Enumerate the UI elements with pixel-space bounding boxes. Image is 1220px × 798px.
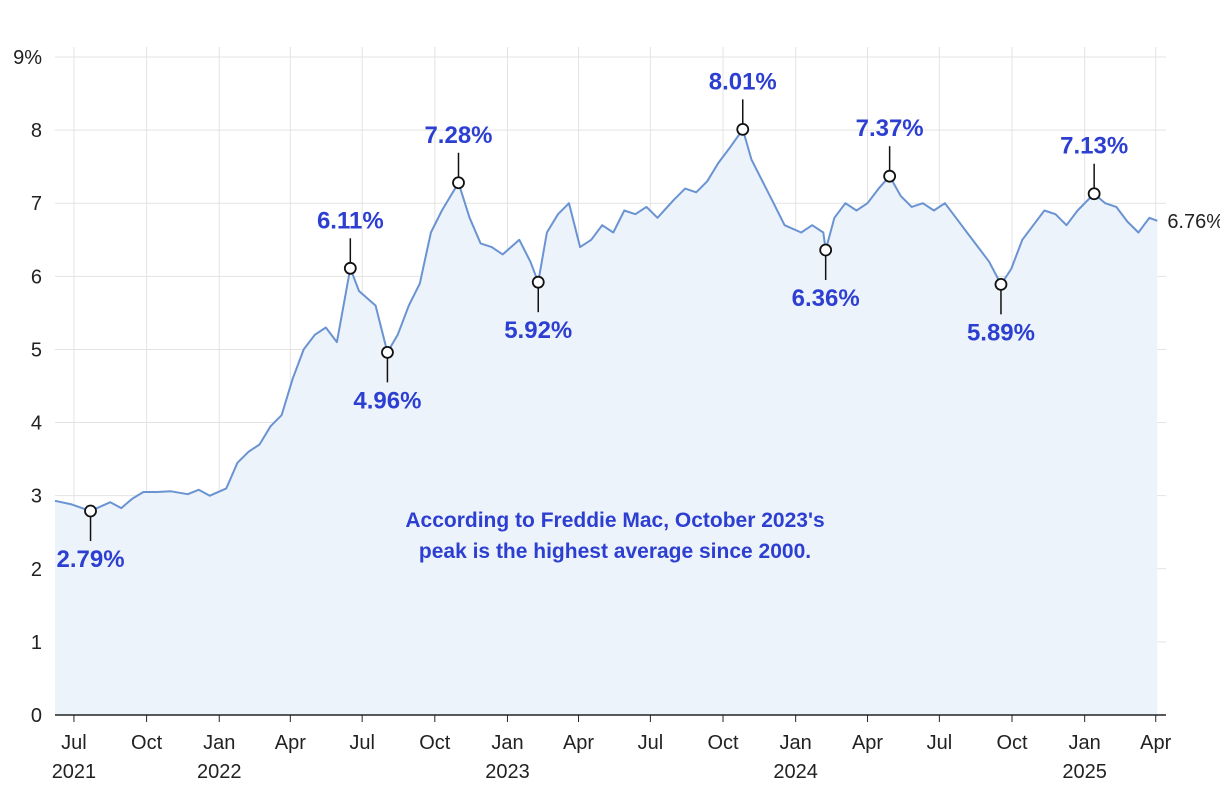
annotation-marker bbox=[452, 176, 465, 190]
rate-area-fill bbox=[55, 129, 1158, 715]
y-tick-label: 4 bbox=[31, 413, 42, 435]
annotation-marker bbox=[531, 275, 545, 289]
y-axis-ticks: 0 1 2 3 4 5 6 7 8 9% bbox=[13, 47, 42, 727]
x-tick-label: Jan bbox=[491, 732, 523, 754]
x-tick-label: Oct bbox=[419, 732, 451, 754]
x-tick-year: 2024 bbox=[773, 761, 818, 783]
x-tick-label: Jul bbox=[61, 732, 87, 754]
x-tick-label: Oct bbox=[707, 732, 739, 754]
y-tick-label: 7 bbox=[31, 193, 42, 215]
annotation-label: 4.96% bbox=[353, 387, 421, 414]
x-tick-year: 2023 bbox=[485, 761, 530, 783]
x-tick-label: Apr bbox=[563, 732, 594, 754]
annotation-marker bbox=[84, 504, 97, 518]
x-tick-label: Apr bbox=[1140, 732, 1171, 754]
annotation-marker bbox=[736, 122, 750, 136]
x-tick-label: Jul bbox=[927, 732, 953, 754]
annotation-label: 6.11% bbox=[317, 207, 384, 234]
rate-line bbox=[54, 128, 1158, 512]
last-value-label: 6.76% bbox=[1167, 211, 1220, 233]
y-tick-label: 6 bbox=[31, 266, 42, 288]
x-tick-label: Jul bbox=[349, 732, 375, 754]
x-tick-year: 2022 bbox=[197, 761, 242, 783]
annotation-label: 7.13% bbox=[1060, 133, 1128, 160]
x-tick-year: 2025 bbox=[1062, 761, 1107, 783]
annotation-label: 7.37% bbox=[856, 115, 924, 142]
y-tick-label: 8 bbox=[31, 120, 42, 142]
y-tick-label: 9% bbox=[13, 47, 42, 69]
y-tick-label: 0 bbox=[31, 705, 42, 727]
annotation-label: 2.79% bbox=[57, 546, 125, 573]
y-tick-label: 3 bbox=[31, 486, 42, 508]
x-axis-ticks: Jul 2021 Oct Jan 2022 Apr Jul Oct Jan 2023 Apr Jul O… bbox=[52, 715, 1172, 783]
y-tick-label: 1 bbox=[31, 632, 42, 654]
x-tick-label: Jan bbox=[780, 732, 812, 754]
annotation-label: 6.36% bbox=[792, 285, 860, 312]
x-tick-label: Jul bbox=[638, 732, 664, 754]
x-tick-label: Jan bbox=[1069, 732, 1101, 754]
y-tick-label: 2 bbox=[31, 559, 42, 581]
annotations: 2.79% 6.11% 4.96% 7.28% 5.92% 8.01% 6.36% 7.37%… bbox=[57, 68, 1129, 573]
y-tick-label: 5 bbox=[31, 339, 42, 361]
annotation-marker bbox=[994, 277, 1008, 291]
annotation-marker bbox=[819, 243, 833, 257]
annotation-marker bbox=[1087, 187, 1101, 201]
annotation-marker bbox=[381, 345, 394, 359]
note-line-2: peak is the highest average since 2000. bbox=[419, 540, 811, 563]
x-tick-year: 2021 bbox=[52, 761, 97, 783]
x-tick-label: Jan bbox=[203, 732, 235, 754]
x-tick-label: Oct bbox=[996, 732, 1028, 754]
annotation-label: 8.01% bbox=[709, 68, 777, 95]
note-line-1: According to Freddie Mac, October 2023's bbox=[405, 509, 824, 532]
annotation-label: 5.89% bbox=[967, 319, 1035, 346]
annotation-marker bbox=[343, 261, 357, 275]
x-tick-label: Apr bbox=[852, 732, 883, 754]
x-tick-label: Apr bbox=[275, 732, 306, 754]
x-tick-label: Oct bbox=[131, 732, 163, 754]
annotation-label: 5.92% bbox=[504, 317, 572, 344]
annotation-marker bbox=[883, 169, 897, 183]
annotation-label: 7.28% bbox=[424, 122, 492, 149]
